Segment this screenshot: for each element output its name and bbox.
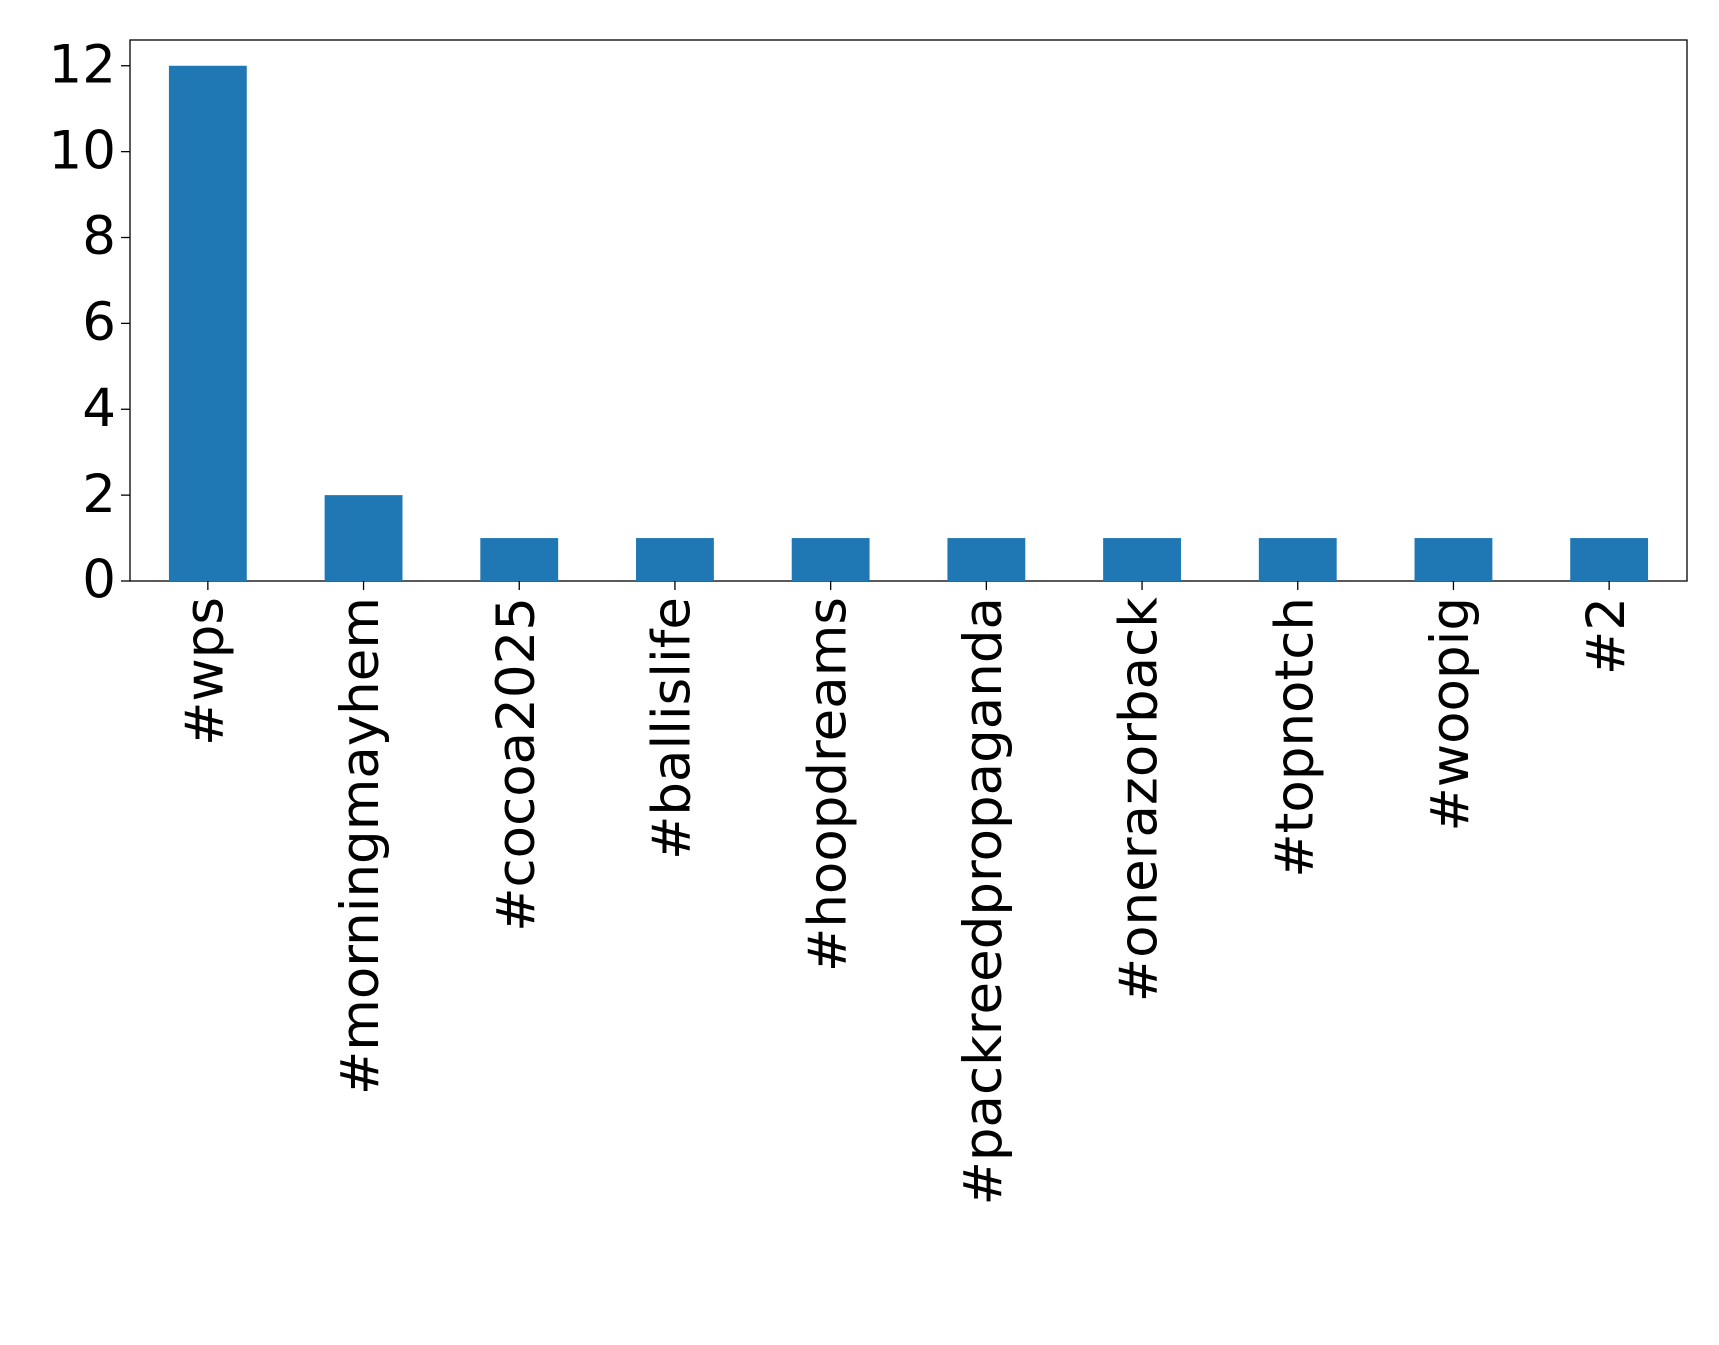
bar — [1414, 538, 1493, 581]
y-tick-label: 0 — [82, 550, 116, 611]
x-tick-label: #wps — [174, 597, 235, 746]
bar — [168, 65, 247, 581]
x-tick-label: #2 — [1576, 597, 1637, 675]
y-tick-label: 10 — [49, 120, 116, 181]
y-tick-label: 12 — [49, 34, 116, 95]
x-tick-label: #packreedpropaganda — [953, 597, 1014, 1206]
x-tick-label: #morningmayhem — [330, 597, 391, 1095]
x-tick-label: #cocoa2025 — [486, 597, 547, 932]
y-tick-label: 8 — [82, 206, 116, 267]
y-tick-label: 2 — [82, 464, 116, 525]
bar — [636, 538, 714, 581]
bar — [1570, 538, 1649, 581]
x-tick-label: #ballislife — [642, 597, 703, 860]
bar — [480, 538, 559, 581]
x-tick-label: #topnotch — [1264, 597, 1325, 878]
y-tick-label: 6 — [82, 292, 116, 353]
bar — [324, 495, 403, 581]
bar — [1258, 538, 1337, 581]
bar — [791, 538, 870, 581]
bar — [947, 538, 1026, 581]
x-tick-label: #hoopdreams — [797, 597, 858, 972]
y-tick-label: 4 — [82, 378, 116, 439]
bar — [1103, 538, 1181, 581]
x-tick-label: #onerazorback — [1109, 597, 1170, 1003]
x-tick-label: #woopig — [1420, 597, 1481, 832]
plot-frame — [129, 39, 1688, 582]
